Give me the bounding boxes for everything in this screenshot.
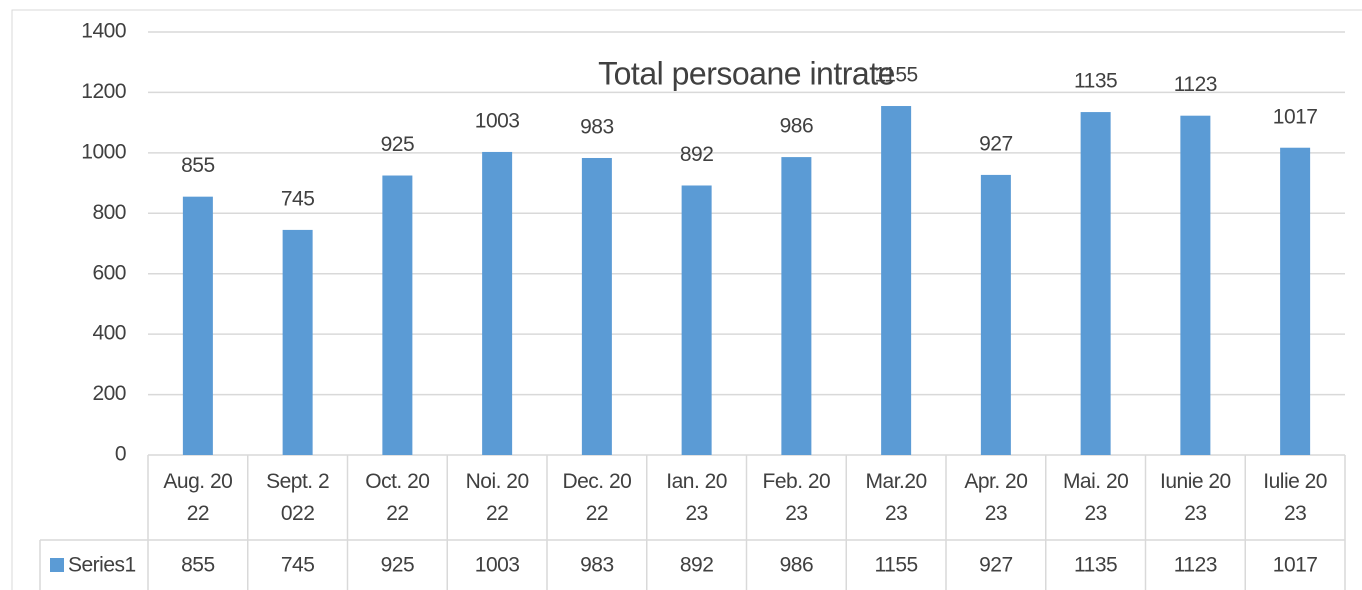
bar [681, 185, 712, 455]
table-value: 983 [580, 554, 614, 577]
bar [1080, 112, 1111, 455]
y-tick-label: 1200 [81, 80, 126, 103]
y-tick-label: 1400 [81, 20, 126, 43]
bar [182, 196, 213, 456]
table-value: 1123 [1174, 554, 1217, 577]
bar [282, 229, 313, 455]
y-tick-label: 200 [92, 382, 126, 405]
y-tick-label: 1000 [81, 140, 126, 163]
y-tick-label: 800 [92, 201, 126, 224]
x-tick-label: Feb. 2023 [762, 469, 831, 525]
table-value: 745 [281, 554, 315, 577]
x-tick-label: Iulie 2023 [1263, 469, 1327, 525]
table-value: 855 [181, 554, 215, 577]
data-label: 745 [281, 187, 315, 210]
chart-title: Total persoane intrate [598, 55, 895, 91]
data-label: 892 [680, 143, 714, 166]
data-label: 1155 [875, 64, 918, 87]
bar [382, 175, 413, 455]
bar [482, 151, 513, 455]
data-label: 1017 [1273, 105, 1318, 128]
x-tick-label: Mar.2023 [865, 469, 928, 525]
data-label: 1003 [475, 109, 520, 132]
bar [581, 157, 612, 455]
x-tick-label: Sept. 2022 [266, 469, 330, 525]
table-value: 1155 [875, 554, 918, 577]
data-label: 983 [580, 116, 614, 139]
y-tick-label: 0 [115, 443, 126, 466]
x-tick-label: Oct. 2022 [365, 469, 430, 525]
data-label: 1135 [1074, 70, 1117, 93]
table-value: 927 [979, 554, 1013, 577]
bar [1280, 147, 1311, 456]
table-value: 1003 [475, 554, 520, 577]
x-tick-label: Mai. 2023 [1062, 469, 1129, 525]
x-tick-label: Ian. 2023 [666, 469, 727, 525]
data-label: 927 [979, 132, 1013, 155]
table-value: 892 [680, 554, 714, 577]
bar [881, 106, 912, 456]
table-value: 925 [381, 554, 415, 577]
x-tick-label: Dec. 2022 [562, 469, 632, 525]
data-label: 925 [381, 133, 415, 156]
y-tick-label: 600 [92, 261, 126, 284]
legend-label: Series1 [68, 554, 136, 577]
frame [11, 9, 1362, 590]
x-tick-label: Apr. 2023 [964, 469, 1028, 525]
bar [781, 157, 812, 455]
data-label: 986 [780, 115, 814, 138]
bar [1180, 115, 1211, 455]
data-label: 1123 [1174, 73, 1217, 96]
x-tick-label: Iunie 2023 [1160, 469, 1231, 525]
y-tick-label: 400 [92, 322, 126, 345]
table-value: 986 [780, 554, 814, 577]
x-tick-label: Noi. 2022 [465, 469, 530, 525]
x-tick-label: Aug. 2022 [163, 469, 233, 525]
bar [980, 174, 1011, 455]
data-label: 855 [181, 154, 215, 177]
legend-swatch [50, 558, 64, 572]
table-value: 1135 [1074, 554, 1117, 577]
table-value: 1017 [1273, 554, 1318, 577]
